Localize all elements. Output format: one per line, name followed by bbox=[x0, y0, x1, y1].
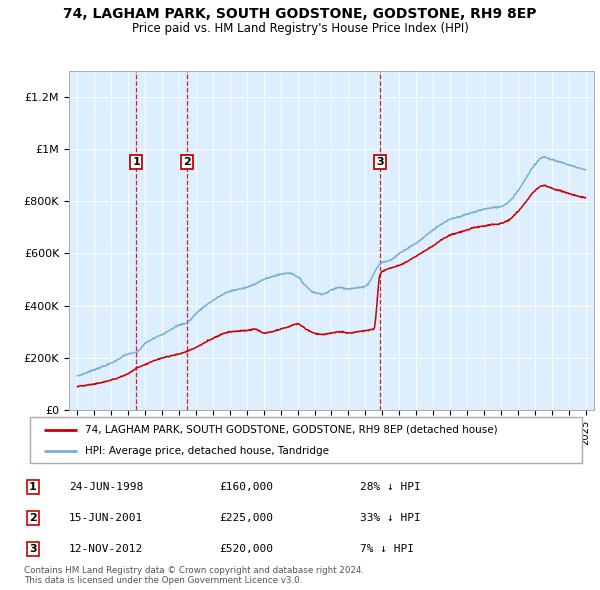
Text: 7% ↓ HPI: 7% ↓ HPI bbox=[360, 544, 414, 553]
Text: £160,000: £160,000 bbox=[219, 483, 273, 492]
Text: 28% ↓ HPI: 28% ↓ HPI bbox=[360, 483, 421, 492]
Text: 3: 3 bbox=[29, 544, 37, 553]
Text: 74, LAGHAM PARK, SOUTH GODSTONE, GODSTONE, RH9 8EP: 74, LAGHAM PARK, SOUTH GODSTONE, GODSTON… bbox=[63, 7, 537, 21]
Text: HPI: Average price, detached house, Tandridge: HPI: Average price, detached house, Tand… bbox=[85, 446, 329, 456]
Text: 2: 2 bbox=[183, 157, 191, 167]
FancyBboxPatch shape bbox=[30, 417, 582, 463]
Text: 33% ↓ HPI: 33% ↓ HPI bbox=[360, 513, 421, 523]
Text: Price paid vs. HM Land Registry's House Price Index (HPI): Price paid vs. HM Land Registry's House … bbox=[131, 22, 469, 35]
Text: 74, LAGHAM PARK, SOUTH GODSTONE, GODSTONE, RH9 8EP (detached house): 74, LAGHAM PARK, SOUTH GODSTONE, GODSTON… bbox=[85, 425, 498, 435]
Text: 3: 3 bbox=[376, 157, 384, 167]
Text: 1: 1 bbox=[133, 157, 140, 167]
Text: 15-JUN-2001: 15-JUN-2001 bbox=[69, 513, 143, 523]
Text: Contains HM Land Registry data © Crown copyright and database right 2024.
This d: Contains HM Land Registry data © Crown c… bbox=[24, 566, 364, 585]
Text: 1: 1 bbox=[29, 483, 37, 492]
Text: £520,000: £520,000 bbox=[219, 544, 273, 553]
Text: 24-JUN-1998: 24-JUN-1998 bbox=[69, 483, 143, 492]
Text: 2: 2 bbox=[29, 513, 37, 523]
Text: 12-NOV-2012: 12-NOV-2012 bbox=[69, 544, 143, 553]
Text: £225,000: £225,000 bbox=[219, 513, 273, 523]
